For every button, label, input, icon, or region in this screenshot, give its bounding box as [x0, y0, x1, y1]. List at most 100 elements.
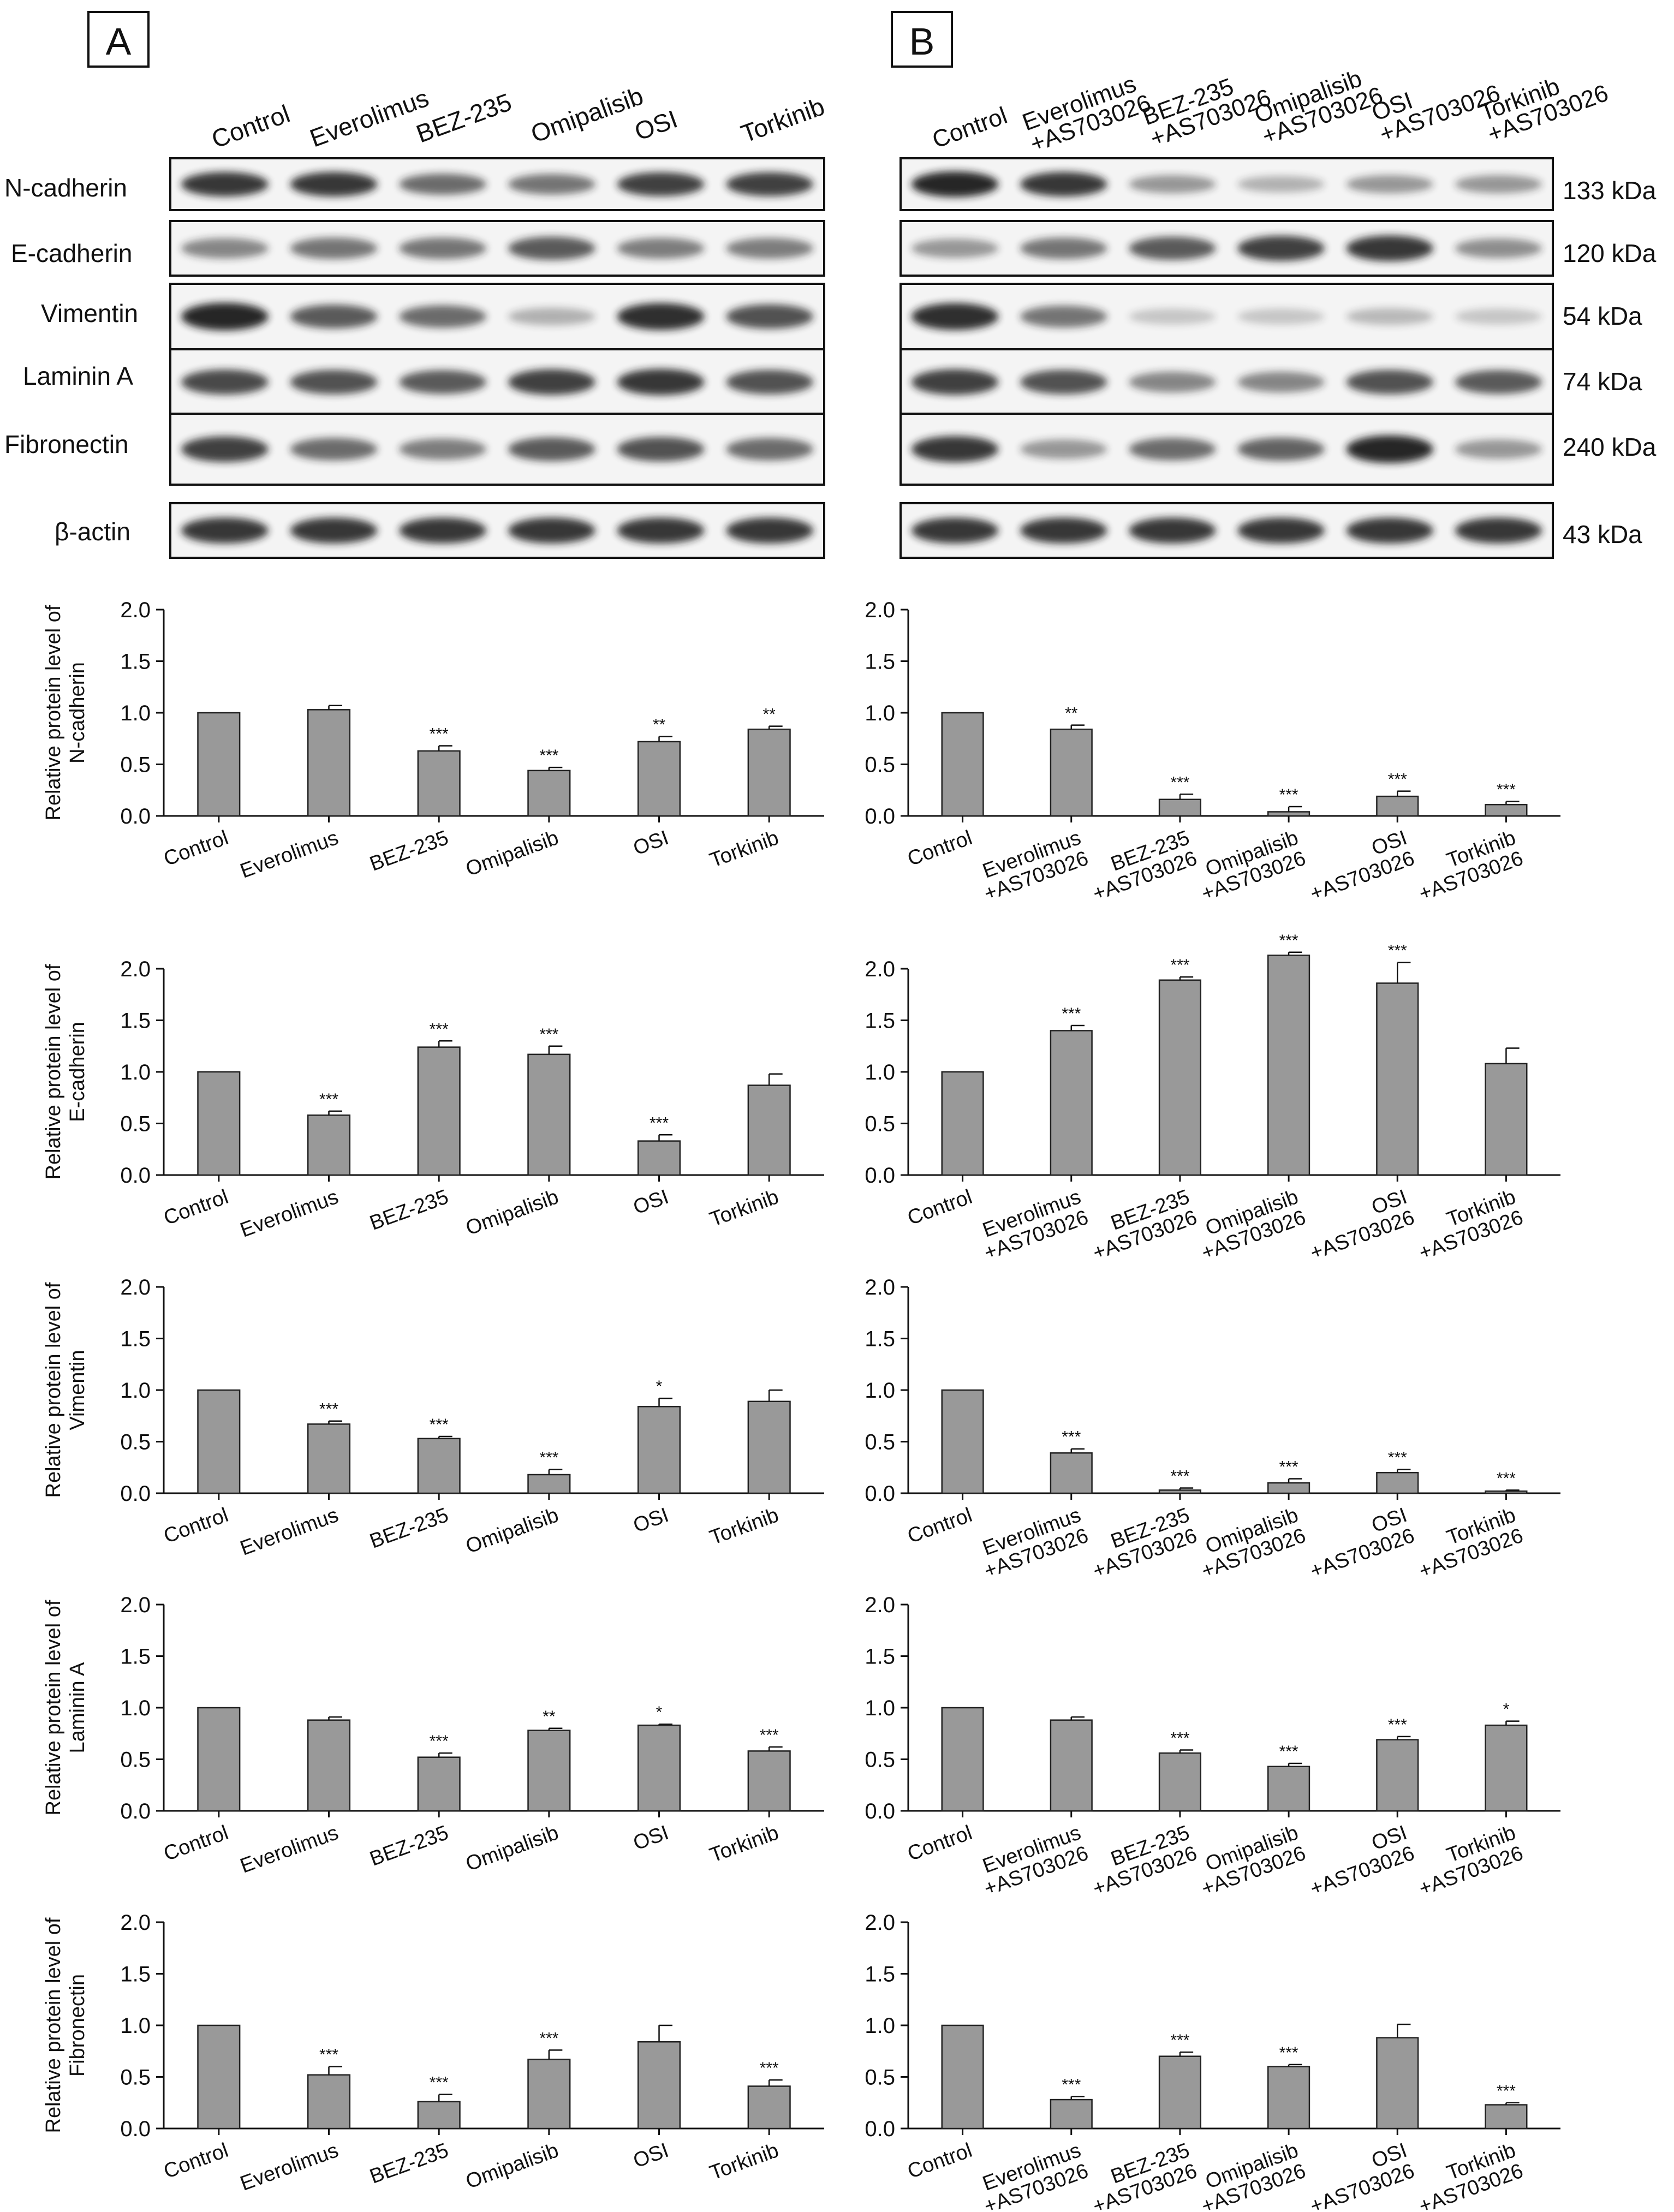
bar	[1485, 1490, 1528, 1494]
blot-band	[617, 517, 705, 544]
significance-label: ***	[760, 2059, 779, 2077]
y-tick-label: 1.0	[120, 701, 151, 725]
x-tick-label: Everolimus	[237, 1504, 342, 1560]
chart-a-laminin-a: 0.0 0.5 1.0 1.5 2.0 Relative protein level of…	[42, 1593, 824, 1878]
y-axis-label: Relative protein level ofVimentin	[42, 1282, 89, 1498]
bar	[1485, 803, 1528, 817]
blot-band	[1346, 308, 1433, 325]
y-tick-label: 0.5	[120, 1748, 151, 1772]
x-tick-label: OSI	[630, 1504, 672, 1537]
significance-label: ***	[319, 2046, 338, 2064]
panel-b-letter: B	[909, 20, 935, 63]
bar	[1267, 1766, 1310, 1812]
blot-strip	[899, 157, 1554, 211]
x-tick-label: Everolimus	[237, 1821, 342, 1878]
bar	[1158, 979, 1202, 1176]
kda-label: 240 kDa	[1563, 433, 1657, 461]
bar	[1050, 1719, 1093, 1812]
blot-band	[290, 237, 378, 259]
blot-strip	[169, 283, 825, 350]
bar	[1158, 2055, 1202, 2130]
x-tick-label: Omipalisib+AS703026	[1191, 826, 1309, 905]
significance-label: **	[1065, 705, 1078, 723]
significance-label: ***	[430, 1416, 449, 1434]
blot-band	[1129, 236, 1216, 260]
blot-strip	[169, 502, 825, 559]
blot-strip	[169, 413, 825, 486]
panel-a-label: A	[87, 11, 150, 68]
y-tick-label: 2.0	[865, 1275, 895, 1299]
x-tick-label: BEZ-235+AS703026	[1082, 1504, 1200, 1583]
blot-band	[1346, 517, 1433, 544]
blot-band	[617, 437, 705, 462]
significance-label: ***	[1170, 2031, 1189, 2049]
x-tick-label: Control	[160, 1185, 231, 1230]
blot-band	[617, 172, 705, 196]
blot-band	[1129, 517, 1216, 544]
bar	[1050, 1452, 1093, 1494]
bar	[1376, 982, 1419, 1176]
bar	[1267, 2066, 1310, 2130]
y-tick-label: 1.5	[120, 1963, 151, 1987]
significance-label: ***	[539, 747, 558, 765]
blot-band	[181, 172, 269, 196]
bar	[527, 1053, 571, 1176]
kda-labels: 133 kDa 120 kDa 54 kDa 74 kDa 240 kDa 43…	[1563, 176, 1657, 548]
x-tick-label: Everolimus+AS703026	[974, 826, 1092, 905]
x-tick-label: Torkinib+AS703026	[1408, 1185, 1526, 1265]
blot-band	[508, 236, 595, 260]
y-tick-label: 0.0	[120, 804, 151, 828]
y-tick-label: 1.5	[120, 650, 151, 674]
blot-strip	[899, 502, 1554, 559]
y-tick-label: 1.0	[865, 1060, 895, 1084]
chart-a-fibronectin: 0.0 0.5 1.0 1.5 2.0 Relative protein level of…	[42, 1911, 824, 2196]
significance-label: *	[656, 1703, 663, 1721]
y-tick-label: 2.0	[865, 598, 895, 622]
x-tick-label: Everolimus	[237, 1185, 342, 1242]
blot-a-lane-label: Control	[208, 99, 294, 154]
significance-label: ***	[1170, 1468, 1189, 1486]
y-tick-label: 2.0	[120, 598, 151, 622]
significance-label: ***	[1170, 773, 1189, 791]
x-tick-label: Omipalisib	[463, 1504, 562, 1558]
bar	[637, 1405, 681, 1494]
bar	[417, 1756, 461, 1812]
blot-b-lane-label: Control	[929, 102, 1011, 154]
blot-band	[617, 368, 705, 396]
bar	[307, 1719, 351, 1812]
chart-b-vimentin: 0.0 0.5 1.0 1.5 2.0 Control *** Everolimus+AS70…	[865, 1275, 1560, 1583]
blot-a-lane-label: Torkinib	[737, 92, 829, 148]
x-tick-label: BEZ-235	[367, 1504, 451, 1553]
bar	[527, 1474, 571, 1494]
blot-band	[1020, 439, 1107, 459]
significance-label: ***	[430, 1732, 449, 1750]
blot-band	[399, 305, 487, 328]
blot-strip	[899, 348, 1554, 416]
blot-band	[1455, 175, 1542, 194]
y-tick-label: 0.5	[120, 1430, 151, 1454]
x-tick-label: Torkinib+AS703026	[1408, 826, 1526, 905]
bar	[1158, 1489, 1202, 1494]
bar	[1267, 955, 1310, 1176]
significance-label: ***	[650, 1114, 669, 1132]
y-tick-label: 0.0	[865, 1482, 895, 1506]
blot-band	[1237, 308, 1325, 325]
significance-label: ***	[1170, 1729, 1189, 1747]
chart-a-vimentin: 0.0 0.5 1.0 1.5 2.0 Relative protein level of…	[42, 1275, 824, 1560]
western-blots	[169, 157, 1554, 559]
x-tick-label: Torkinib	[707, 826, 782, 872]
blot-band	[726, 172, 814, 196]
blot-row-label: β-actin	[55, 517, 130, 546]
y-tick-label: 1.0	[865, 1379, 895, 1403]
bar	[417, 2101, 461, 2130]
blot-row-label: E-cadherin	[11, 239, 132, 267]
x-tick-label: BEZ-235+AS703026	[1082, 1185, 1200, 1265]
bar	[1376, 795, 1419, 817]
y-tick-label: 0.0	[865, 1799, 895, 1823]
x-tick-label: Torkinib	[707, 1504, 782, 1549]
blot-band	[399, 438, 487, 460]
significance-label: ***	[1388, 942, 1407, 960]
y-tick-label: 0.0	[865, 2117, 895, 2141]
x-tick-label: BEZ-235	[367, 1185, 451, 1235]
